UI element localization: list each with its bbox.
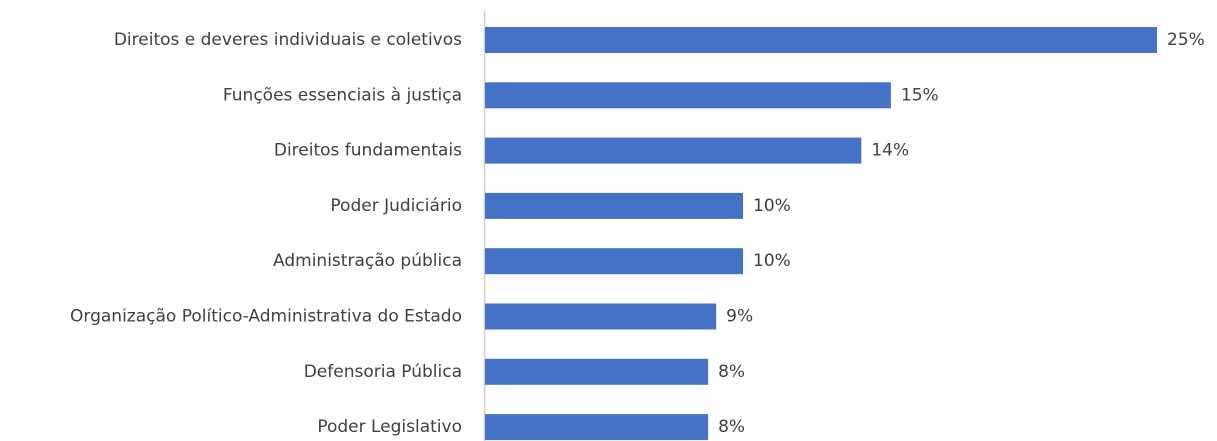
category-label: Poder Judiciário <box>330 196 462 216</box>
bar <box>485 414 709 441</box>
value-label: 8% <box>718 362 745 382</box>
value-label: 9% <box>726 307 753 327</box>
value-label: 10% <box>753 251 791 271</box>
category-label: Direitos fundamentais <box>274 141 462 161</box>
value-label: 25% <box>1167 30 1205 50</box>
bar <box>485 27 1157 53</box>
bar <box>485 303 717 330</box>
category-label: Funções essenciais à justiça <box>223 85 462 105</box>
category-label: Administração pública <box>273 251 462 271</box>
category-label: Defensoria Pública <box>304 362 462 382</box>
category-label: Poder Legislativo <box>317 417 462 437</box>
bar <box>485 82 891 109</box>
bar <box>485 137 862 164</box>
value-label: 10% <box>753 196 791 216</box>
bar <box>485 248 744 275</box>
value-label: 8% <box>718 417 745 437</box>
value-label: 15% <box>901 85 939 105</box>
category-label: Organização Político-Administrativa do E… <box>70 307 462 327</box>
bar <box>485 358 709 385</box>
category-label: Direitos e deveres individuais e coletiv… <box>114 30 462 50</box>
value-label: 14% <box>871 141 909 161</box>
bar <box>485 192 744 219</box>
